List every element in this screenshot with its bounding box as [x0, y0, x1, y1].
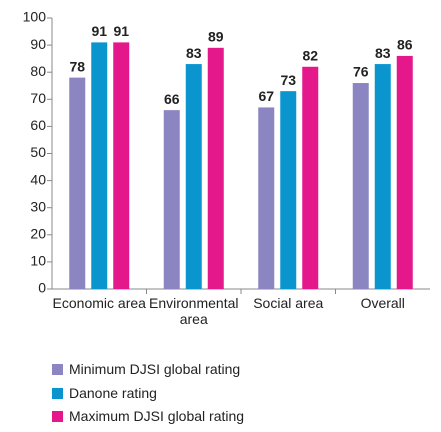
y-tick-label: 60	[30, 117, 46, 133]
value-label: 91	[91, 23, 107, 39]
y-tick-label: 50	[30, 144, 46, 160]
x-tick-label: Social area	[253, 295, 324, 311]
bar	[280, 91, 297, 289]
bar	[91, 42, 108, 289]
bar	[302, 66, 319, 289]
bar	[185, 64, 202, 289]
legend-label: Maximum DJSI global rating	[69, 408, 245, 424]
legend-item: Minimum DJSI global rating	[52, 361, 240, 377]
legend-swatch	[52, 364, 63, 375]
x-tick-label: Environmental area	[149, 295, 239, 327]
y-tick-label: 40	[30, 171, 46, 187]
y-tick-label: 70	[30, 90, 46, 106]
value-label: 78	[69, 58, 85, 74]
value-label: 83	[186, 45, 202, 61]
value-label: 66	[164, 91, 180, 107]
legend-label: Minimum DJSI global rating	[69, 361, 241, 377]
value-label: 73	[280, 72, 296, 88]
legend-swatch	[52, 387, 63, 399]
y-tick-label: 90	[30, 36, 46, 52]
value-label: 86	[397, 37, 413, 53]
bar	[207, 47, 224, 290]
bar	[352, 83, 369, 289]
value-label: 89	[208, 29, 224, 45]
x-tick-label: Economic area	[52, 295, 146, 311]
value-label: 76	[353, 64, 369, 80]
y-tick-label: 10	[30, 253, 46, 269]
legend-label: Danone rating	[69, 384, 157, 401]
bar	[396, 55, 413, 289]
value-label: 67	[258, 88, 274, 104]
legend-swatch	[52, 411, 63, 422]
y-tick-label: 100	[23, 9, 47, 25]
value-label: 83	[375, 45, 391, 61]
bar	[163, 110, 180, 289]
y-tick-label: 80	[30, 63, 46, 79]
legend-item: Maximum DJSI global rating	[52, 408, 244, 424]
bar	[374, 64, 391, 289]
value-label: 82	[302, 47, 318, 63]
y-tick-label: 0	[38, 280, 46, 296]
y-tick-label: 20	[30, 226, 46, 242]
bar	[113, 42, 130, 289]
value-label: 91	[113, 23, 129, 39]
x-tick-label: Overall	[360, 295, 405, 311]
y-tick-label: 30	[30, 198, 46, 214]
bar	[258, 107, 275, 290]
bar	[69, 77, 86, 290]
legend-item: Danone rating	[52, 385, 157, 401]
